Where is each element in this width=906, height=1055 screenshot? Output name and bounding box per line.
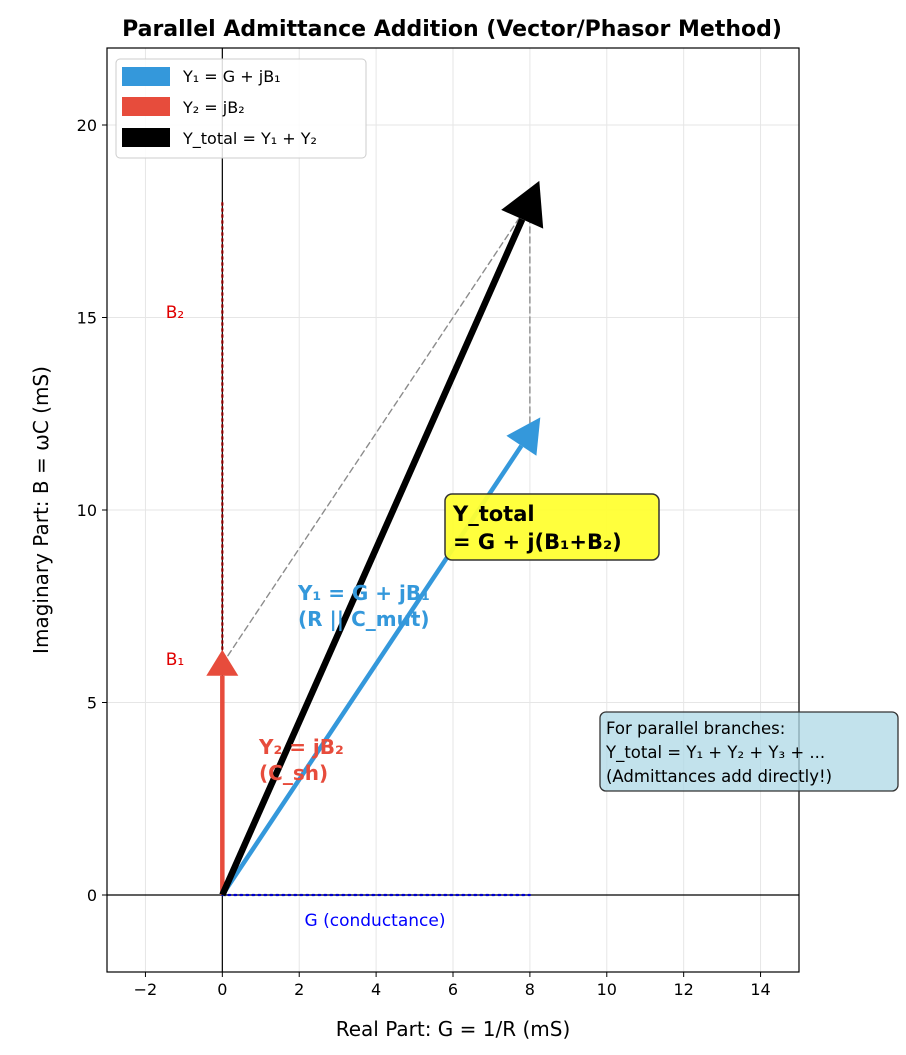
x-tick-label: 2 xyxy=(294,980,304,999)
b1-label: B₁ xyxy=(166,650,184,670)
b2-label-text: B₂ xyxy=(166,303,184,323)
y-tick-label: 0 xyxy=(87,886,97,905)
y-tick-label: 5 xyxy=(87,694,97,713)
x-tick-label: 12 xyxy=(673,980,693,999)
x-tick-label: −2 xyxy=(134,980,158,999)
parallel-note-line-2: Y_total = Y₁ + Y₂ + Y₃ + ... xyxy=(605,743,825,763)
y1-vector-head xyxy=(506,417,541,456)
y1-annotation-line-1: Y₁ = G + jB₁ xyxy=(297,581,430,605)
ytotal-annotation-line-1: Y_total xyxy=(452,502,535,526)
legend-swatch-y1 xyxy=(122,67,170,86)
legend-swatch-y2 xyxy=(122,97,170,116)
x-axis-label: Real Part: G = 1/R (mS) xyxy=(336,1017,571,1041)
parallel-note: For parallel branches: Y_total = Y₁ + Y₂… xyxy=(599,711,899,792)
ytotal-vector-head xyxy=(501,180,544,229)
y2-vector-head xyxy=(206,649,239,676)
ytotal-annotation-line-2: = G + j(B₁+B₂) xyxy=(453,530,622,554)
g-conductance-label: G (conductance) xyxy=(305,911,446,931)
parallel-note-line-1: For parallel branches: xyxy=(606,719,785,738)
b1-label-text: B₁ xyxy=(166,650,184,670)
guide-line-dashed xyxy=(221,201,531,665)
b2-label: B₂ xyxy=(166,303,184,323)
y-tick-label: 10 xyxy=(77,501,97,520)
y-tick-label: 20 xyxy=(77,116,97,135)
legend-item-ytotal: Y_total = Y₁ + Y₂ xyxy=(122,128,317,149)
y1-annotation-line-2: (R || C_mut) xyxy=(298,607,430,631)
x-tick-label: 8 xyxy=(525,980,535,999)
x-tick-label: 0 xyxy=(217,980,227,999)
y2-annotation-line-2: (C_sh) xyxy=(259,761,328,785)
y2-annotation: Y₂ = jB₂ (C_sh) xyxy=(258,735,344,785)
chart-title: Parallel Admittance Addition (Vector/Pha… xyxy=(122,17,782,42)
x-tick-label: 14 xyxy=(750,980,770,999)
ytotal-vector-shaft xyxy=(219,217,526,897)
ytotal-annotation-box xyxy=(444,493,660,561)
ytotal-annotation: Y_total = G + j(B₁+B₂) xyxy=(444,493,660,561)
legend-label-ytotal: Y_total = Y₁ + Y₂ xyxy=(182,129,317,149)
vectors xyxy=(206,180,544,897)
parallel-note-box xyxy=(599,711,899,792)
ticks: −2 0 2 4 6 8 10 12 14 0 5 10 15 20 xyxy=(77,116,771,999)
x-tick-label: 4 xyxy=(371,980,381,999)
legend-label-y2: Y₂ = jB₂ xyxy=(182,98,245,117)
legend-item-y1: Y₁ = G + jB₁ xyxy=(122,67,281,86)
y1-annotation: Y₁ = G + jB₁ (R || C_mut) xyxy=(297,581,430,631)
legend-item-y2: Y₂ = jB₂ xyxy=(122,97,245,117)
y-tick-label: 15 xyxy=(77,309,97,328)
legend-swatch-ytotal xyxy=(122,128,170,147)
y-axis-label: Imaginary Part: B = ωC (mS) xyxy=(29,366,53,654)
legend-box xyxy=(115,58,367,159)
x-tick-label: 6 xyxy=(448,980,458,999)
x-tick-label: 10 xyxy=(597,980,617,999)
y2-annotation-line-1: Y₂ = jB₂ xyxy=(258,735,344,759)
parallel-note-line-3: (Admittances add directly!) xyxy=(606,767,832,786)
legend: Y₁ = G + jB₁ Y₂ = jB₂ Y_total = Y₁ + Y₂ xyxy=(115,58,367,159)
legend-label-y1: Y₁ = G + jB₁ xyxy=(182,67,281,86)
